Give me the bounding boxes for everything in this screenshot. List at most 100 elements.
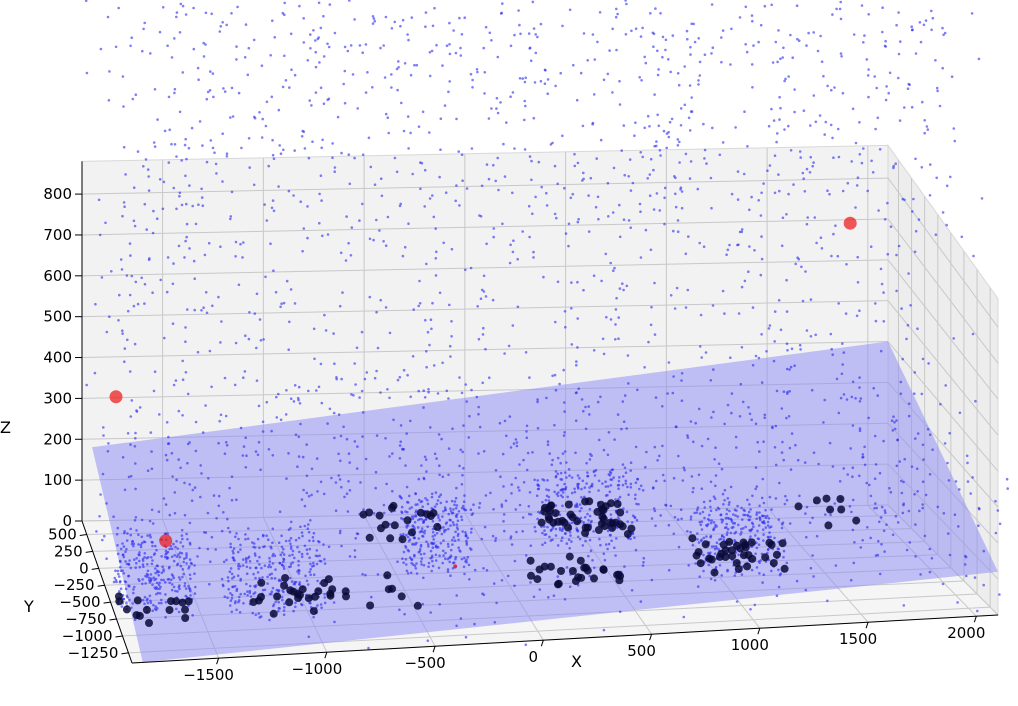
data-point: [231, 549, 235, 553]
data-point: [110, 270, 113, 273]
data-point: [398, 608, 401, 611]
data-point: [787, 192, 790, 196]
data-point: [299, 422, 302, 426]
data-point: [681, 479, 685, 482]
data-point: [315, 457, 319, 460]
data-point: [623, 173, 626, 177]
data-point: [173, 554, 176, 557]
data-point: [271, 138, 274, 142]
data-point: [402, 550, 406, 554]
data-point: [738, 230, 742, 234]
outlier-point: [453, 564, 458, 569]
data-point: [326, 233, 330, 236]
data-point: [475, 68, 479, 71]
data-point: [293, 73, 297, 77]
data-point: [462, 424, 465, 427]
data-point: [183, 481, 186, 485]
data-point: [435, 250, 438, 254]
data-point: [322, 55, 326, 58]
dense-point: [388, 584, 397, 593]
data-point: [714, 474, 718, 477]
data-point: [705, 535, 708, 538]
data-point: [930, 28, 933, 32]
data-point: [689, 420, 693, 423]
data-point: [146, 469, 150, 473]
data-point: [279, 152, 283, 155]
data-point: [146, 601, 150, 605]
dense-point: [580, 563, 589, 572]
data-point: [683, 468, 686, 472]
data-point: [409, 131, 412, 135]
data-point: [188, 558, 192, 561]
y-tick-mark: [85, 550, 93, 553]
data-point: [546, 440, 550, 443]
data-point: [180, 528, 184, 532]
data-point: [698, 575, 701, 578]
data-point: [124, 550, 127, 554]
data-point: [588, 490, 591, 494]
data-point: [260, 566, 263, 570]
data-point: [215, 517, 218, 520]
data-point: [751, 494, 754, 498]
data-point: [559, 471, 563, 475]
data-point: [902, 480, 905, 484]
data-point: [164, 503, 168, 506]
data-point: [293, 302, 297, 305]
dense-point: [794, 502, 803, 511]
data-point: [638, 76, 641, 79]
data-point: [713, 497, 717, 501]
data-point: [132, 588, 135, 591]
data-point: [850, 510, 853, 514]
data-point: [630, 29, 633, 33]
data-point: [702, 553, 705, 557]
data-point: [341, 291, 344, 294]
data-point: [178, 191, 182, 195]
data-point: [972, 254, 975, 258]
dense-point: [181, 605, 189, 614]
data-point: [758, 511, 761, 514]
data-point: [224, 414, 228, 418]
data-point: [298, 583, 301, 586]
data-point: [279, 579, 283, 583]
data-point: [770, 569, 773, 573]
data-point: [266, 582, 269, 585]
data-point: [551, 374, 554, 378]
data-point: [105, 330, 109, 334]
dense-point: [852, 516, 861, 525]
data-point: [640, 79, 643, 82]
data-point: [188, 483, 191, 486]
data-point: [231, 577, 234, 580]
data-point: [907, 82, 910, 86]
data-point: [164, 616, 167, 619]
data-point: [798, 494, 801, 498]
data-point: [210, 535, 214, 539]
dense-point: [285, 598, 294, 607]
data-point: [921, 503, 924, 506]
data-point: [134, 516, 138, 519]
data-point: [789, 468, 793, 471]
data-point: [177, 553, 180, 556]
data-point: [273, 554, 277, 558]
data-point: [536, 400, 539, 404]
data-point: [576, 474, 580, 477]
fitted-plane: [92, 341, 999, 663]
data-point: [744, 525, 747, 529]
data-point: [327, 545, 331, 549]
dense-point: [557, 567, 565, 575]
data-point: [484, 494, 488, 497]
data-point: [206, 547, 210, 551]
data-point: [508, 261, 512, 265]
data-point: [443, 530, 446, 534]
data-point: [123, 360, 126, 364]
data-point: [248, 566, 252, 570]
data-point: [121, 456, 125, 459]
data-point: [634, 445, 638, 449]
data-point: [126, 432, 130, 435]
data-point: [763, 4, 767, 8]
data-point: [598, 11, 602, 14]
data-point: [563, 410, 566, 413]
z-tick-label: 600: [43, 267, 72, 285]
data-point: [256, 571, 260, 574]
data-point: [484, 25, 488, 29]
data-point: [358, 396, 361, 399]
